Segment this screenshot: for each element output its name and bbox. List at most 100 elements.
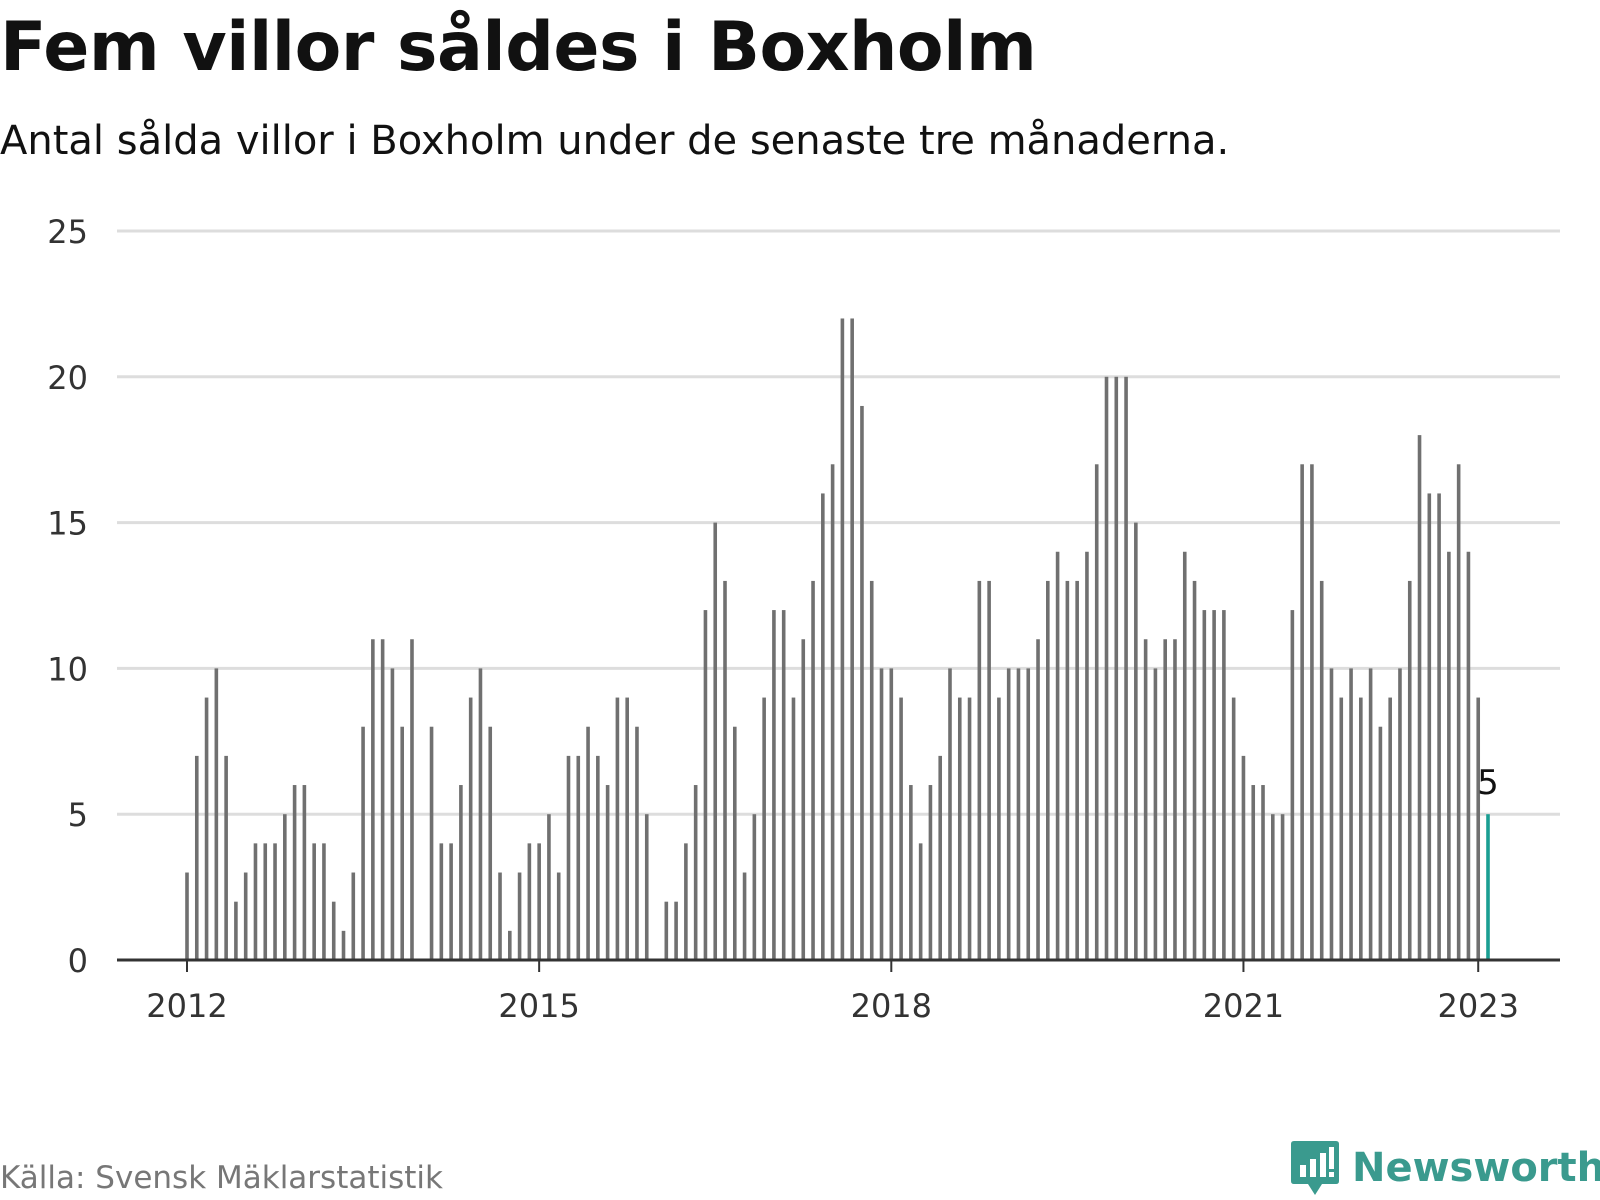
bar [1349,668,1353,960]
bar [684,843,688,960]
bar [1104,376,1109,960]
bar [957,697,962,960]
bar [781,610,786,960]
bar [351,872,356,960]
bar [566,755,571,960]
bar [762,697,766,960]
bar [1065,580,1070,960]
bar [860,405,864,961]
bar [1222,610,1226,960]
bar [253,843,258,960]
bar [1310,464,1314,960]
bar [1202,610,1207,960]
bar [224,755,228,960]
bar [302,785,307,960]
bar [380,639,385,960]
bar [713,522,718,960]
newsworthy-logo-icon [1291,1141,1339,1195]
bar [1094,464,1099,960]
bar-highlight [1486,814,1490,960]
bar [1153,668,1158,960]
bar [791,697,796,960]
bar [537,843,541,960]
bar [1085,551,1089,960]
bar [341,930,346,960]
bar [410,639,414,960]
bar [1280,814,1285,960]
x-tick-label: 2021 [1203,987,1284,1025]
brand-logo[interactable]: Newsworthy [1290,1140,1600,1196]
bars [185,318,1490,961]
bar [1016,668,1021,960]
bar [1378,726,1383,960]
bar [508,930,512,960]
bar [1319,580,1324,960]
bar [664,901,669,960]
bar [1398,668,1402,960]
bar [948,668,952,960]
bar [615,697,620,960]
bar [977,580,982,960]
bar [879,668,884,960]
x-tick-label: 2018 [851,987,932,1025]
chart-subtitle: Antal sålda villor i Boxholm under de se… [0,118,1230,164]
bar [439,843,444,960]
bar [752,814,757,960]
bar [1006,668,1011,960]
bar [1075,580,1079,960]
bar [371,639,375,960]
bar [322,843,326,960]
bar [1124,376,1128,960]
bar [1251,785,1256,960]
bar [429,726,434,960]
bar [1114,376,1119,960]
bar [1143,639,1148,960]
bar [801,639,806,960]
bar [1036,639,1040,960]
bar [1163,639,1167,960]
bar [918,843,923,960]
bar [1261,785,1265,960]
bar [997,697,1001,960]
bar [1466,551,1471,960]
bar [693,785,698,960]
bar [1417,435,1422,960]
bar [1192,580,1197,960]
bar [674,901,678,960]
bar [1368,668,1373,960]
bar [909,785,913,960]
x-tick-label: 2012 [146,987,227,1025]
bar [1476,697,1481,960]
bar [830,464,835,960]
bar [1437,493,1441,960]
y-tick-label: 0 [68,942,88,980]
bar [449,843,453,960]
bar [576,755,581,960]
bar [214,668,219,960]
bar [1359,697,1363,960]
bar [1407,580,1412,960]
bar [1388,697,1392,960]
y-tick-label: 5 [68,796,88,834]
bar [732,726,737,960]
bar [1055,551,1060,960]
bar [1026,668,1031,960]
bar [331,901,336,960]
bar [899,697,903,960]
bar [605,785,610,960]
bar [1456,464,1461,960]
bar [928,785,933,960]
bar [1231,697,1236,960]
bar [1212,610,1216,960]
bar [1329,668,1334,960]
bar [517,872,522,960]
y-tick-label: 15 [47,505,88,543]
y-tick-label: 25 [47,213,88,251]
bar [243,872,248,960]
bar [742,872,747,960]
highlight-value-label: 5 [1477,763,1499,803]
bar [772,610,776,960]
bar [723,580,727,960]
bar [292,785,297,960]
grid-lines: 0 5 10 15 20 25 [47,213,1560,980]
